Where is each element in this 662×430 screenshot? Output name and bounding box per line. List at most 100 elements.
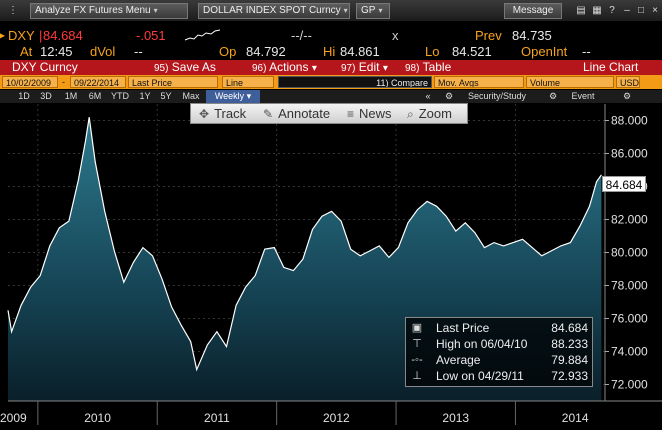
high-value: 84.861	[340, 44, 380, 59]
period-6m[interactable]: 6M	[88, 91, 102, 101]
security-menu-label: DOLLAR INDEX SPOT Curncy	[203, 5, 341, 16]
low-value: 84.521	[452, 44, 492, 59]
open-label: Op	[219, 44, 237, 59]
table-key: 98)	[405, 63, 420, 74]
dvol-label: dVol	[90, 44, 116, 59]
price-field-select[interactable]: Last Price	[128, 76, 218, 88]
moving-averages-select[interactable]: Mov. Avgs	[434, 76, 524, 88]
gp-menu-button[interactable]: GP ▾	[356, 3, 390, 19]
legend-last[interactable]: ▣ Last Price 84.684	[406, 320, 594, 336]
crosshair-icon: ✥	[199, 107, 210, 121]
quote-row-2: At 12:45 dVol -- Op 84.792 Hi 84.861 Lo …	[0, 44, 662, 59]
period-ytd[interactable]: YTD	[111, 91, 129, 101]
compare-key: 11)	[376, 78, 389, 88]
analyze-menu-button[interactable]: Analyze FX Futures Menu ▾	[30, 3, 188, 19]
event-button[interactable]: Event	[571, 91, 595, 101]
ticker: DXY	[8, 28, 35, 43]
legend-low-value: 72.933	[551, 369, 588, 383]
period-row: 1D 3D 1M 6M YTD 1Y 5Y Max Weekly ▾ « ⚙ S…	[0, 90, 662, 103]
period-1d[interactable]: 1D	[18, 91, 30, 101]
date-dash: -	[62, 77, 65, 87]
legend-low-label: Low on 04/29/11	[436, 369, 524, 383]
gear-icon[interactable]: ⚙	[444, 91, 454, 101]
legend-low[interactable]: ⊥ Low on 04/29/11 72.933	[406, 368, 594, 384]
message-button[interactable]: Message	[504, 3, 562, 19]
window-icon[interactable]: ▦	[592, 5, 602, 16]
chart-toolbar: ✥ Track ✎ Annotate ≡ News ⌕ Zoom	[190, 103, 468, 124]
time-value: 12:45	[40, 44, 73, 59]
open-interest-label: OpenInt	[521, 44, 568, 59]
volume-select[interactable]: Volume	[526, 76, 614, 88]
x-tick-label: 2012	[323, 411, 350, 425]
magnifier-icon: ⌕	[407, 107, 414, 121]
last-price: 84.684	[43, 28, 83, 43]
quote-row-1: ▸ DXY | 84.684 -.051 --/-- x Prev 84.735	[0, 28, 662, 43]
last-value-label: 84.684	[602, 176, 646, 192]
gear-icon[interactable]: ⚙	[548, 91, 558, 101]
help-icon[interactable]: ?	[609, 5, 615, 16]
save-as-button[interactable]: 95) Save As	[154, 60, 216, 75]
chart-legend: ▣ Last Price 84.684 ⊤ High on 06/04/10 8…	[405, 317, 593, 387]
y-axis-ticks: 72.00074.00076.00078.00080.00082.00084.0…	[605, 114, 648, 392]
chevron-down-icon: ▾	[311, 63, 317, 74]
compare-button[interactable]: 11) Compare	[278, 76, 432, 88]
security-study-button[interactable]: Security/Study	[467, 91, 527, 101]
document-icon[interactable]: ▤	[576, 5, 586, 16]
legend-high-label: High on 06/04/10	[436, 337, 528, 351]
start-date-field[interactable]: 10/02/2009	[2, 76, 58, 88]
high-marker-icon: ⊤	[412, 338, 422, 350]
legend-average[interactable]: -◦- Average 79.884	[406, 352, 594, 368]
double-left-icon[interactable]: «	[425, 91, 431, 101]
chevron-down-icon: ▾	[343, 6, 348, 15]
top-menu-bar: ⋮ Analyze FX Futures Menu ▾ DOLLAR INDEX …	[0, 0, 662, 22]
minimize-icon[interactable]: –	[624, 5, 630, 16]
x-tick-label: 2011	[204, 411, 230, 425]
dvol-value: --	[134, 44, 143, 59]
period-3d[interactable]: 3D	[40, 91, 52, 101]
high-label: Hi	[323, 44, 336, 59]
annotate-label: Annotate	[278, 106, 331, 121]
track-label: Track	[214, 106, 247, 121]
period-max[interactable]: Max	[182, 91, 200, 101]
legend-average-value: 79.884	[551, 353, 588, 367]
table-button[interactable]: 98) Table	[405, 60, 451, 75]
maximize-icon[interactable]: □	[637, 5, 645, 16]
period-1m[interactable]: 1M	[64, 91, 78, 101]
track-tool[interactable]: ✥ Track	[199, 104, 246, 123]
line-type-select[interactable]: Line	[222, 76, 274, 88]
prev-value: 84.735	[512, 28, 552, 43]
legend-last-label: Last Price	[436, 321, 490, 335]
legend-high[interactable]: ⊤ High on 06/04/10 88.233	[406, 336, 594, 352]
annotate-tool[interactable]: ✎ Annotate	[263, 104, 330, 123]
currency-select[interactable]: USD	[616, 76, 640, 88]
drag-handle-icon[interactable]: ⋮	[8, 5, 18, 16]
period-1y[interactable]: 1Y	[139, 91, 151, 101]
close-icon[interactable]: ×	[652, 5, 658, 16]
frequency-select[interactable]: Weekly ▾	[206, 90, 260, 103]
function-bar: DXY Curncy 95) Save As 96) Actions ▾ 97)…	[0, 60, 662, 75]
news-tool[interactable]: ≡ News	[347, 104, 392, 123]
x-tick-label: 2013	[442, 411, 469, 425]
table-label: Table	[422, 60, 452, 74]
news-label: News	[359, 106, 392, 121]
security-menu-button[interactable]: DOLLAR INDEX SPOT Curncy ▾	[198, 3, 350, 19]
actions-button[interactable]: 96) Actions ▾	[252, 60, 317, 75]
x-axis-ticks: 2009 2010 2011 2012 2013 2014	[0, 401, 589, 425]
bid-ask: --/--	[291, 28, 312, 43]
x-tick-label: 2010	[84, 411, 111, 425]
pencil-icon: ✎	[263, 107, 274, 121]
frequency-label: Weekly	[214, 91, 245, 101]
caret-icon: ▸	[0, 28, 6, 42]
chevron-down-icon: ▾	[153, 6, 158, 15]
y-tick-label: 80.000	[611, 246, 648, 260]
gear-icon[interactable]: ⚙	[622, 91, 632, 101]
time-label: At	[20, 44, 33, 59]
edit-button[interactable]: 97) Edit ▾	[341, 60, 388, 75]
period-5y[interactable]: 5Y	[160, 91, 172, 101]
prev-label: Prev	[475, 28, 502, 43]
y-tick-label: 82.000	[611, 213, 648, 227]
end-date-field[interactable]: 09/22/2014	[70, 76, 126, 88]
x-tick-label: 2009	[0, 411, 27, 425]
price-line	[7, 117, 602, 372]
zoom-tool[interactable]: ⌕ Zoom	[407, 104, 452, 123]
